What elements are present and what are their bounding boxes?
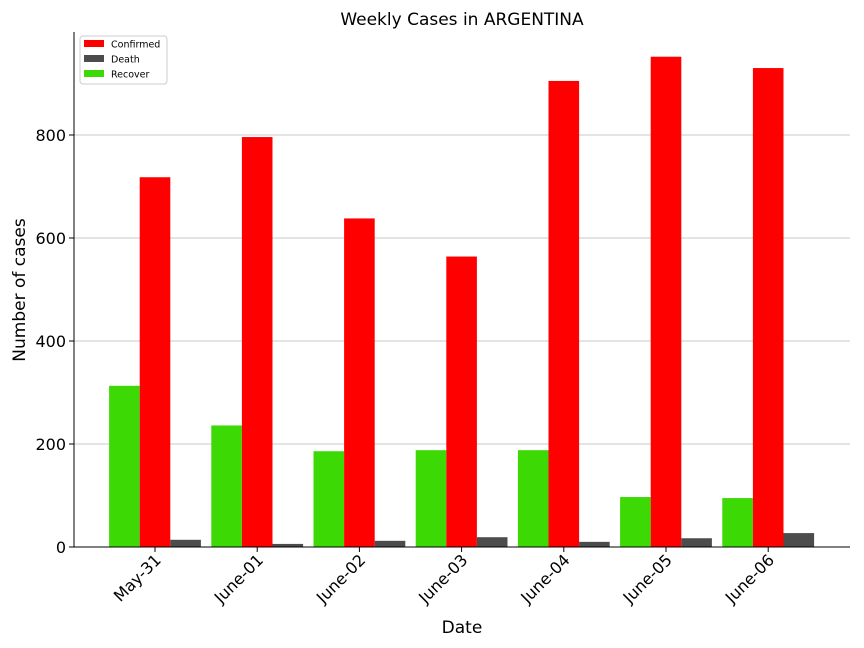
- x-ticks: May-31 June-01 June-02 June-03 June-04 June-0…: [110, 547, 778, 608]
- y-tick-label: 400: [35, 332, 66, 351]
- legend: Confirmed Death Recover: [79, 35, 168, 85]
- legend-label-death: Death: [111, 55, 140, 66]
- bar-death-june-06: [783, 533, 815, 547]
- bar-recover-june-05: [620, 497, 651, 547]
- bar-confirmed-june-01: [241, 137, 273, 547]
- bar-confirmed-june-04: [548, 80, 580, 548]
- bar-death-june-01: [272, 543, 304, 547]
- bar-confirmed-may-31: [139, 177, 171, 548]
- x-tick-label: June-04: [516, 550, 573, 607]
- bar-confirmed-june-02: [344, 218, 375, 547]
- bar-death-june-04: [579, 541, 610, 547]
- bars: [109, 56, 815, 548]
- legend-label-confirmed: Confirmed: [111, 40, 160, 51]
- x-tick-label: June-03: [414, 550, 471, 607]
- bar-death-june-02: [374, 540, 406, 547]
- bar-confirmed-june-05: [650, 56, 682, 547]
- bar-recover-june-04: [517, 450, 549, 547]
- legend-swatch-confirmed: [84, 40, 104, 47]
- y-tick-label: 800: [35, 126, 66, 145]
- x-tick-label: May-31: [110, 550, 165, 605]
- legend-label-recover: Recover: [111, 70, 150, 81]
- bar-recover-june-03: [415, 450, 447, 547]
- x-tick-label: June-05: [619, 550, 676, 607]
- bar-recover-june-01: [211, 425, 242, 547]
- bar-recover-may-31: [109, 385, 140, 547]
- y-tick-label: 200: [35, 435, 66, 454]
- y-tick-label: 0: [56, 538, 66, 557]
- bar-recover-june-02: [313, 451, 345, 547]
- x-tick-label: June-02: [312, 550, 369, 607]
- bar-death-june-05: [681, 538, 712, 547]
- legend-swatch-recover: [84, 70, 104, 77]
- y-axis-title: Number of cases: [10, 218, 30, 362]
- y-ticks: 0 200 400 600 800: [35, 126, 74, 557]
- y-tick-label: 600: [35, 229, 66, 248]
- chart-title: Weekly Cases in ARGENTINA: [340, 10, 584, 30]
- x-axis-title: Date: [442, 618, 483, 638]
- bar-recover-june-06: [722, 498, 753, 547]
- bar-confirmed-june-03: [446, 256, 477, 547]
- legend-swatch-death: [84, 55, 104, 62]
- bar-confirmed-june-06: [752, 68, 784, 548]
- x-tick-label: June-06: [721, 550, 778, 607]
- x-tick-label: June-01: [210, 550, 267, 607]
- bar-death-may-31: [170, 539, 201, 547]
- bar-death-june-03: [476, 537, 508, 547]
